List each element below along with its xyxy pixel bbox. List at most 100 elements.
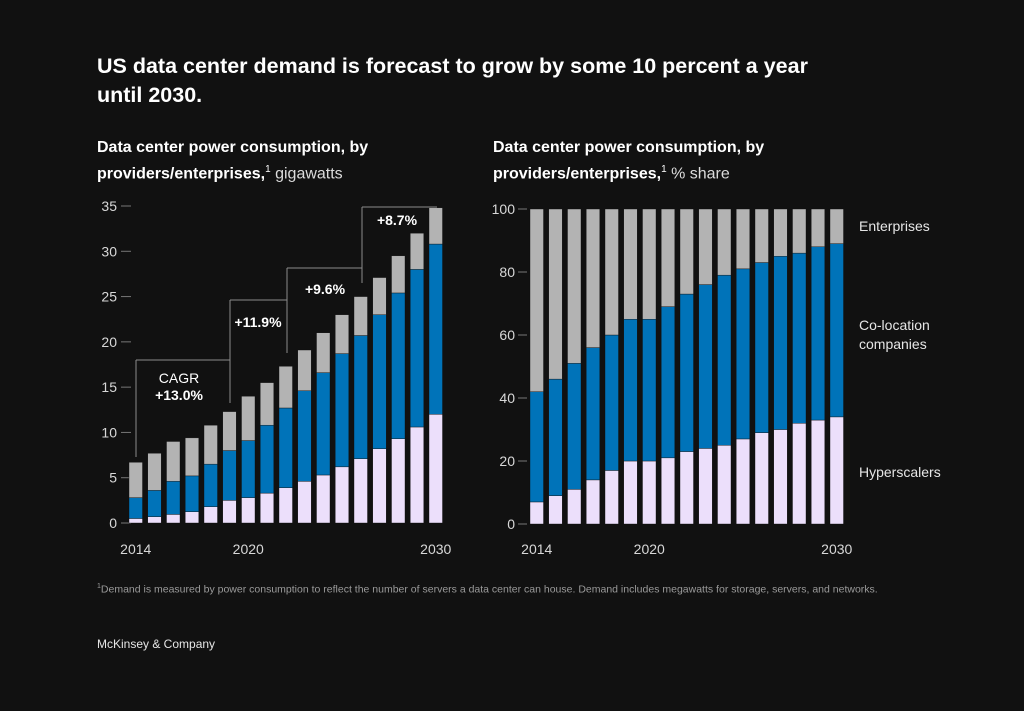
legend-hyperscalers: Hyperscalers bbox=[859, 464, 941, 480]
right-chart-subtitle: Data center power consumption, by provid… bbox=[493, 137, 823, 185]
bar-segment-co-location-companies-2030 bbox=[829, 243, 844, 418]
y-tick-label: 20 bbox=[101, 334, 117, 350]
bar-segment-co-location-companies-2019 bbox=[222, 450, 237, 501]
page-title: US data center demand is forecast to gro… bbox=[97, 54, 808, 107]
bar-segment-co-location-companies-2027 bbox=[773, 256, 788, 430]
bar-segment-co-location-companies-2019 bbox=[623, 319, 638, 462]
y-tick-label: 15 bbox=[101, 379, 117, 395]
bar-segment-hyperscalers-2014 bbox=[529, 501, 544, 525]
left-subtitle-text: Data center power consumption, by provid… bbox=[97, 139, 369, 183]
bar-segment-hyperscalers-2028 bbox=[391, 438, 406, 524]
bar-segment-hyperscalers-2015 bbox=[147, 516, 162, 524]
x-tick-label: 2020 bbox=[634, 541, 665, 557]
bar-segment-co-location-companies-2021 bbox=[661, 306, 675, 459]
bar-segment-co-location-companies-2025 bbox=[736, 268, 750, 440]
bar-segment-enterprises-2029 bbox=[410, 232, 424, 270]
x-tick-label: 2020 bbox=[233, 541, 264, 557]
bar-segment-enterprises-2014 bbox=[128, 462, 143, 498]
bar-segment-enterprises-2020 bbox=[642, 208, 657, 320]
bar-segment-hyperscalers-2021 bbox=[661, 457, 675, 525]
bar-segment-hyperscalers-2017 bbox=[586, 479, 600, 525]
bar-segment-hyperscalers-2023 bbox=[698, 448, 713, 525]
y-tick-label: 80 bbox=[499, 264, 515, 280]
bar-segment-hyperscalers-2016 bbox=[567, 489, 582, 525]
bar-segment-enterprises-2028 bbox=[391, 255, 406, 294]
legend-enterprises: Enterprises bbox=[859, 218, 930, 234]
bar-segment-co-location-companies-2030 bbox=[428, 243, 443, 415]
bar-segment-co-location-companies-2026 bbox=[754, 262, 769, 433]
y-tick-label: 10 bbox=[101, 424, 117, 440]
y-tick-label: 0 bbox=[109, 515, 117, 531]
bar-segment-hyperscalers-2020 bbox=[241, 497, 256, 524]
right-subtitle-unit: % share bbox=[666, 165, 730, 183]
bar-segment-hyperscalers-2024 bbox=[717, 445, 732, 525]
footnote-mark: 1 bbox=[97, 583, 101, 590]
bar-segment-hyperscalers-2030 bbox=[428, 414, 443, 524]
bar-segment-co-location-companies-2015 bbox=[548, 378, 563, 496]
bar-segment-co-location-companies-2027 bbox=[372, 314, 387, 449]
bar-segment-enterprises-2015 bbox=[548, 208, 563, 380]
y-tick-label: 60 bbox=[499, 327, 515, 343]
bar-segment-enterprises-2017 bbox=[586, 208, 600, 348]
bar-segment-enterprises-2027 bbox=[773, 208, 788, 257]
bar-segment-co-location-companies-2028 bbox=[391, 292, 406, 439]
bar-segment-co-location-companies-2023 bbox=[698, 284, 713, 449]
bar-segment-enterprises-2024 bbox=[717, 208, 732, 276]
cagr-value: +13.0% bbox=[155, 387, 203, 403]
bar-segment-hyperscalers-2019 bbox=[623, 460, 638, 525]
bar-segment-enterprises-2030 bbox=[829, 208, 844, 244]
bar-segment-co-location-companies-2028 bbox=[792, 252, 807, 424]
bar-segment-enterprises-2026 bbox=[754, 208, 769, 263]
y-tick-label: 40 bbox=[499, 390, 515, 406]
legend-co-location: Co-location companies bbox=[859, 317, 930, 352]
bar-segment-hyperscalers-2017 bbox=[185, 511, 199, 524]
bar-segment-enterprises-2021 bbox=[260, 382, 274, 426]
brand-name: McKinsey & Company bbox=[97, 637, 216, 651]
y-tick-label: 100 bbox=[492, 201, 516, 217]
bar-segment-hyperscalers-2022 bbox=[679, 451, 694, 525]
bar-segment-hyperscalers-2022 bbox=[278, 487, 293, 524]
left-chart-subtitle: Data center power consumption, by provid… bbox=[97, 137, 427, 185]
bar-segment-enterprises-2016 bbox=[567, 208, 582, 364]
y-tick-label: 0 bbox=[507, 516, 515, 532]
x-tick-label: 2014 bbox=[120, 541, 151, 557]
bar-segment-co-location-companies-2020 bbox=[241, 440, 256, 498]
bar-segment-co-location-companies-2020 bbox=[642, 319, 657, 462]
x-tick-label: 2014 bbox=[521, 541, 552, 557]
bar-segment-co-location-companies-2016 bbox=[567, 363, 582, 490]
bar-segment-enterprises-2016 bbox=[166, 441, 181, 482]
cagr-value: +11.9% bbox=[234, 314, 282, 330]
footnote-text: Demand is measured by power consumption … bbox=[100, 583, 878, 596]
bar-segment-hyperscalers-2027 bbox=[372, 448, 387, 524]
bar-segment-enterprises-2020 bbox=[241, 396, 256, 441]
right-subtitle-text: Data center power consumption, by provid… bbox=[493, 139, 765, 183]
bar-segment-co-location-companies-2023 bbox=[297, 390, 312, 482]
bar-segment-enterprises-2019 bbox=[623, 208, 638, 320]
cagr-label: CAGR bbox=[159, 370, 199, 386]
y-tick-label: 30 bbox=[101, 243, 117, 259]
bar-segment-co-location-companies-2026 bbox=[353, 335, 368, 459]
bar-segment-hyperscalers-2019 bbox=[222, 500, 237, 524]
x-tick-label: 2030 bbox=[821, 541, 852, 557]
y-tick-label: 20 bbox=[499, 453, 515, 469]
bar-segment-co-location-companies-2014 bbox=[128, 497, 143, 519]
bar-segment-co-location-companies-2029 bbox=[410, 269, 424, 428]
bar-segment-enterprises-2025 bbox=[736, 208, 750, 270]
bar-segment-co-location-companies-2018 bbox=[203, 463, 218, 507]
right-subtitle-footnote-mark: 1 bbox=[661, 164, 667, 175]
bar-segment-enterprises-2023 bbox=[297, 349, 312, 391]
bar-segment-hyperscalers-2023 bbox=[297, 481, 312, 524]
bar-segment-co-location-companies-2022 bbox=[679, 293, 694, 452]
bar-segment-co-location-companies-2015 bbox=[147, 490, 162, 517]
x-tick-label: 2030 bbox=[420, 541, 451, 557]
y-tick-label: 35 bbox=[101, 198, 117, 214]
bar-segment-co-location-companies-2018 bbox=[604, 334, 619, 471]
bar-segment-co-location-companies-2029 bbox=[811, 246, 825, 421]
bar-segment-enterprises-2019 bbox=[222, 411, 237, 451]
bar-segment-enterprises-2017 bbox=[185, 437, 199, 477]
bar-segment-co-location-companies-2017 bbox=[586, 347, 600, 481]
bar-segment-enterprises-2022 bbox=[278, 366, 293, 409]
bar-segment-enterprises-2027 bbox=[372, 277, 387, 315]
bar-segment-hyperscalers-2030 bbox=[829, 416, 844, 525]
